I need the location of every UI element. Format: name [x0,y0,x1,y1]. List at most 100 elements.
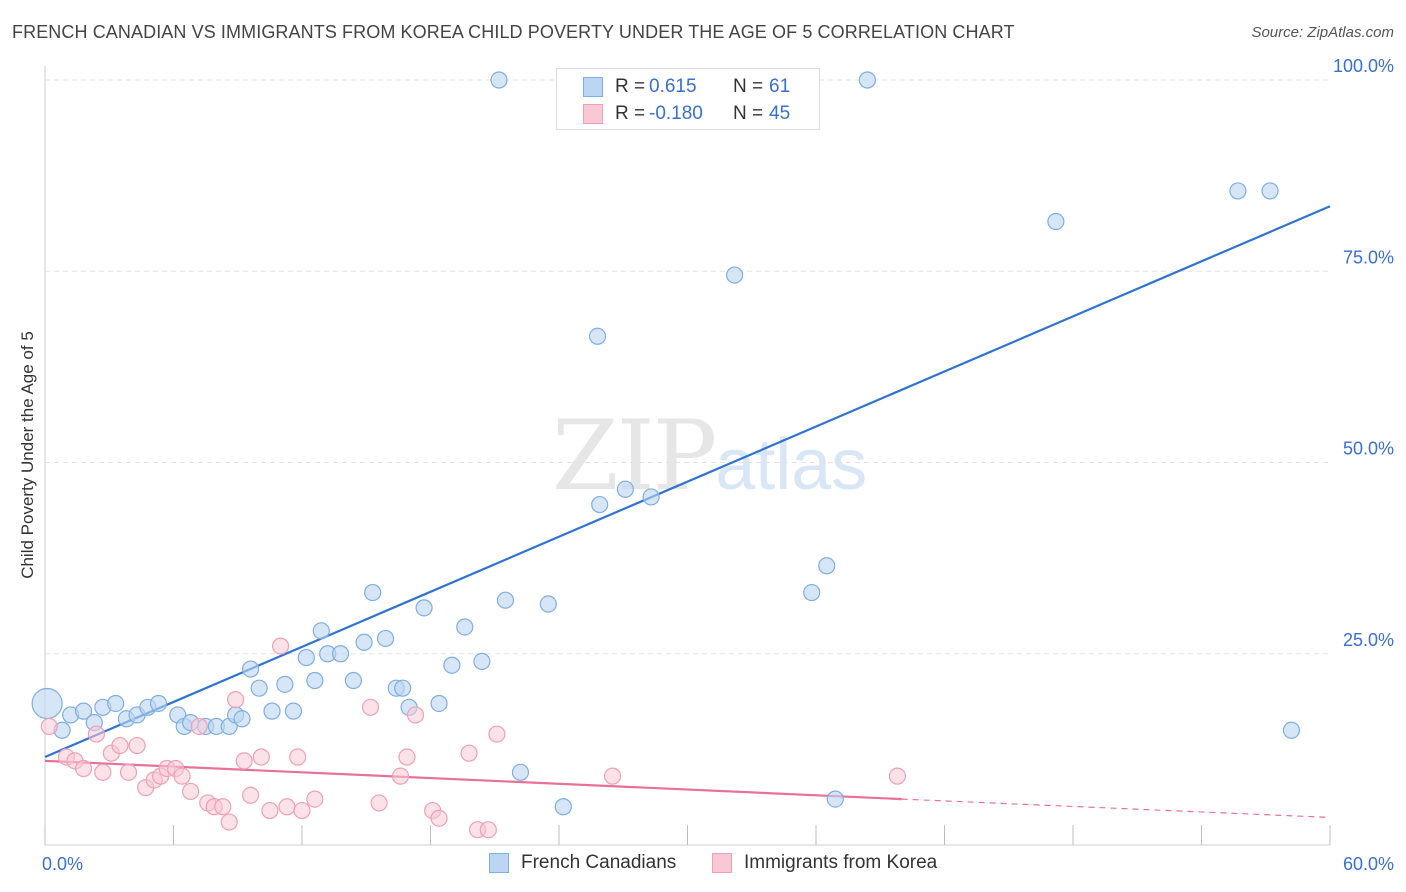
data-point-korea [220,813,238,831]
data-point-french-canadian [107,694,125,713]
data-point-french-canadian [263,702,281,720]
data-point-french-canadian [364,583,382,602]
data-point-french-canadian [616,480,634,498]
legend-swatch-blue [489,853,509,873]
data-point-korea [293,801,311,820]
legend-swatch-pink [583,104,603,124]
data-point-korea [289,748,307,766]
data-point-korea [173,767,191,785]
data-point-french-canadian [511,763,530,781]
data-point-french-canadian [1047,212,1065,231]
data-point-korea [111,736,129,755]
n-label: N = [733,103,764,124]
data-point-korea [391,767,410,785]
data-point-korea [398,748,416,766]
legend-label: Immigrants from Korea [744,852,938,873]
legend-swatch-blue [583,77,603,97]
data-point-french-canadian [149,694,168,713]
data-point-french-canadian [588,327,607,345]
data-point-french-canadian [591,495,609,514]
trend-line-korea [44,759,902,801]
data-point-french-canadian [803,583,821,602]
data-point-korea [235,752,253,770]
series-immigrants-from-korea [40,637,906,839]
trend-line-french-canadians [44,205,1331,759]
data-point-french-canadian [456,618,474,636]
data-point-french-canadian [376,629,395,648]
data-point-french-canadian [276,675,294,693]
data-point-french-canadian [284,702,303,720]
data-point-korea [190,717,208,736]
data-point-french-canadian [430,694,448,713]
watermark: ZIPatlas [552,400,867,512]
data-point-korea [271,637,290,655]
data-point-korea [128,736,146,755]
chart-title: FRENCH CANADIAN VS IMMIGRANTS FROM KOREA… [12,22,1015,42]
data-point-korea [306,790,324,808]
data-point-korea [361,698,380,716]
legend-row-french-canadians: R = 0.615 N = 61 [557,74,819,100]
x-tick-label: 0.0% [42,854,83,874]
trend-lines [44,205,1331,819]
data-point-french-canadian [344,671,362,690]
data-point-french-canadian [250,679,268,697]
data-point-french-canadian [1229,182,1247,200]
legend-label: French Canadians [521,852,677,873]
axes [44,66,1331,846]
data-point-korea [278,798,296,816]
data-point-french-canadian [312,622,330,640]
data-point-french-canadian [554,798,572,816]
series-french-canadians [31,71,1301,816]
data-point-french-canadian [539,595,557,613]
r-label: R = [615,103,646,124]
y-tick-label: 50.0% [1343,439,1394,459]
n-label: N = [733,76,764,97]
y-tick-label: 25.0% [1343,630,1394,650]
data-point-korea [370,794,388,812]
data-point-french-canadian [1261,182,1279,200]
data-point-french-canadian [473,652,491,671]
data-point-french-canadian [306,671,324,690]
data-point-french-canadian [297,648,315,667]
data-point-korea [603,767,622,785]
data-point-french-canadian [496,591,515,609]
data-point-korea [40,717,58,736]
data-point-korea [74,759,93,778]
data-point-korea [430,809,448,827]
legend-swatch-pink [712,853,732,873]
data-point-french-canadian [826,790,844,808]
data-point-korea [460,744,478,762]
data-point-french-canadian [242,660,260,678]
series-legend: French Canadians Immigrants from Korea [0,852,1406,878]
data-point-korea [214,798,232,816]
n-value: 61 [769,76,791,97]
y-tick-label: 100.0% [1333,56,1394,76]
data-point-french-canadian [74,702,93,720]
data-point-french-canadian [858,71,877,89]
r-label: R = [615,76,646,97]
data-point-french-canadian [490,71,508,89]
data-point-korea [94,763,112,781]
data-point-french-canadian [394,679,412,697]
data-point-korea [227,691,245,709]
y-tick-label: 75.0% [1343,247,1394,267]
data-point-french-canadian [443,656,461,674]
data-point-french-canadian [331,645,350,663]
data-point-korea [488,725,506,743]
data-point-korea [479,821,497,839]
x-tick-label: 60.0% [1343,854,1394,874]
tick-labels: 25.0% 50.0% 75.0% 100.0% 0.0% 60.0% [42,56,1394,874]
data-point-korea [242,786,260,804]
source-credit: Source: ZipAtlas.com [1251,24,1394,41]
n-value: 45 [769,103,791,124]
legend-row-immigrants-from-korea: R = -0.180 N = 45 [557,101,819,127]
data-point-korea [182,782,200,801]
data-point-french-canadian [415,599,433,617]
r-value: -0.180 [649,103,703,124]
data-point-korea [119,763,138,781]
data-point-french-canadian [726,266,744,284]
data-point-korea [406,706,425,724]
data-point-korea [261,801,279,820]
data-point-french-canadian [355,633,373,651]
